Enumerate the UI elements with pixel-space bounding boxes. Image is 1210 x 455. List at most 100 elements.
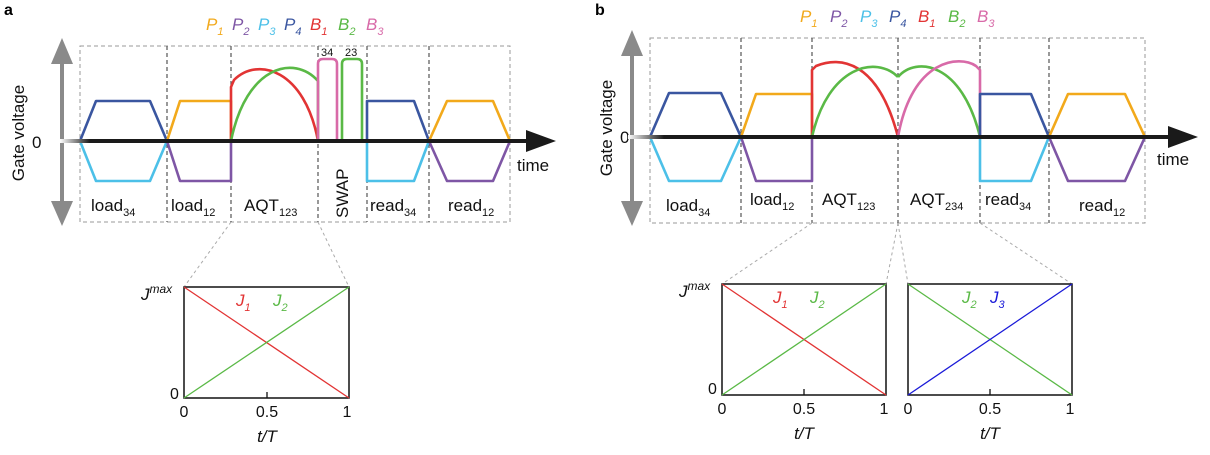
pulse-b2-first [810,65,899,138]
x-tick: 0 [904,401,913,418]
pulse-p2-read [427,140,512,183]
j1-label: J1 [772,288,788,311]
legend-item: P2 [232,15,249,38]
y-axis-label-b: Gate voltage [597,80,616,176]
legend-item: P4 [284,15,301,38]
legend-item: P3 [860,7,878,30]
j2-label: J2 [809,288,825,311]
x-tick: 1 [343,404,352,421]
x-tick: 0.5 [256,404,278,421]
pulse-p3 [78,140,169,183]
x-label: t/T [980,424,1001,443]
pulse-p1 [165,99,233,142]
j1-label: J1 [235,291,251,314]
pulse-p4-read [365,99,431,142]
y-zero-tick: 0 [170,386,179,403]
segment-label: AQT234 [910,190,963,213]
j3-line [907,283,1073,396]
legend-item: P4 [889,7,906,30]
legend-item: P2 [830,7,847,30]
j2-label: J2 [961,288,977,311]
segment-label: load12 [750,190,794,213]
pulse-p1-read [1047,92,1147,138]
swap-label-23: 23 [345,47,357,59]
pulse-p3 [648,136,743,183]
x-tick: 0 [180,404,189,421]
segment-label: read12 [1079,196,1125,219]
pulse-b2-second [897,65,982,138]
pulse-p4-read [978,92,1051,138]
panel-letter-b: b [595,2,605,19]
segment-label: read12 [448,196,494,219]
legend-item: B3 [977,7,995,30]
x-label: t/T [257,427,278,446]
gate-voltage-arrow-a [51,38,73,226]
x-axis-label-a: time [517,156,549,175]
legend-item: B2 [948,7,965,30]
pulse-p3-read [365,140,431,183]
j3-label: J3 [989,288,1006,311]
legend-item: B2 [338,15,355,38]
x-label: t/T [794,424,815,443]
zoom-guides-b [721,222,1073,285]
swap-label-34: 34 [321,47,333,59]
panel-letter-a: a [4,2,13,19]
zoom-guides-a [183,221,350,288]
coupling-lines [721,283,887,396]
pulse-b2 [229,66,320,142]
x-tick: 0.5 [793,401,815,418]
legend-a: P1 P2 P3 P4 B1 B2 B3 [206,15,384,38]
pulse-b3-swap [316,57,339,141]
pulse-b2-swap [340,57,364,141]
x-tick: 1 [1066,401,1075,418]
legend-item: P3 [258,15,276,38]
pulse-p2 [739,136,814,183]
pulse-p1-read [427,99,512,142]
jmax-label: Jmax [140,282,173,304]
time-axis-b [628,126,1198,148]
legend-item: B1 [310,15,327,38]
j2-line [721,283,887,396]
x-axis-label-b: time [1157,150,1189,169]
pulse-b3 [896,60,982,138]
pulse-p2 [165,140,233,183]
panel-a: a P1 P2 P3 P4 B1 B2 B3 Gate volta [4,2,556,446]
segment-label: load34 [666,196,710,219]
pulse-b1 [810,60,900,138]
legend-item: B1 [918,7,935,30]
time-axis-a [60,130,556,152]
legend-b: P1 P2 P3 P4 B1 B2 B3 [800,7,995,30]
jmax-label: Jmax [678,279,711,301]
x-tick: 0 [718,401,727,418]
gate-voltage-arrow-b [621,30,643,226]
pulse-p1 [739,92,814,138]
segment-label: SWAP [333,169,352,218]
pulses-a [78,57,512,183]
x-tick: 1 [880,401,889,418]
zero-label-b: 0 [620,128,629,147]
legend-item: P1 [800,7,817,30]
x-tick: 0.5 [979,401,1001,418]
y-axis-label-a: Gate voltage [9,85,28,181]
pulse-p3-read [978,136,1051,183]
coupling-plot-b-right: 0 0.5 1 t/T J2 J3 [904,283,1075,443]
zero-label-a: 0 [32,133,41,152]
y-zero-tick: 0 [708,381,717,398]
segment-label: read34 [370,196,416,219]
coupling-plot-b-left: Jmax 0 0 0.5 1 t/T J1 J2 [678,279,889,443]
pulse-p4 [78,99,169,142]
segment-label: AQT123 [244,196,297,219]
legend-item: B3 [366,15,384,38]
coupling-plot-a: Jmax 0 0 0.5 1 t/T J1 J2 [140,282,352,446]
coupling-lines [183,286,350,399]
pulses-b [648,60,1147,183]
j2-label: J2 [272,291,288,314]
panel-b: b P1 P2 P3 P4 B1 B2 B3 Gate voltage 0 [595,2,1198,443]
coupling-lines [907,283,1073,396]
j2-line [183,286,350,399]
legend-item: P1 [206,15,223,38]
segment-label: read34 [985,190,1031,213]
segment-label: AQT123 [822,190,875,213]
segment-frame-a [79,45,511,223]
